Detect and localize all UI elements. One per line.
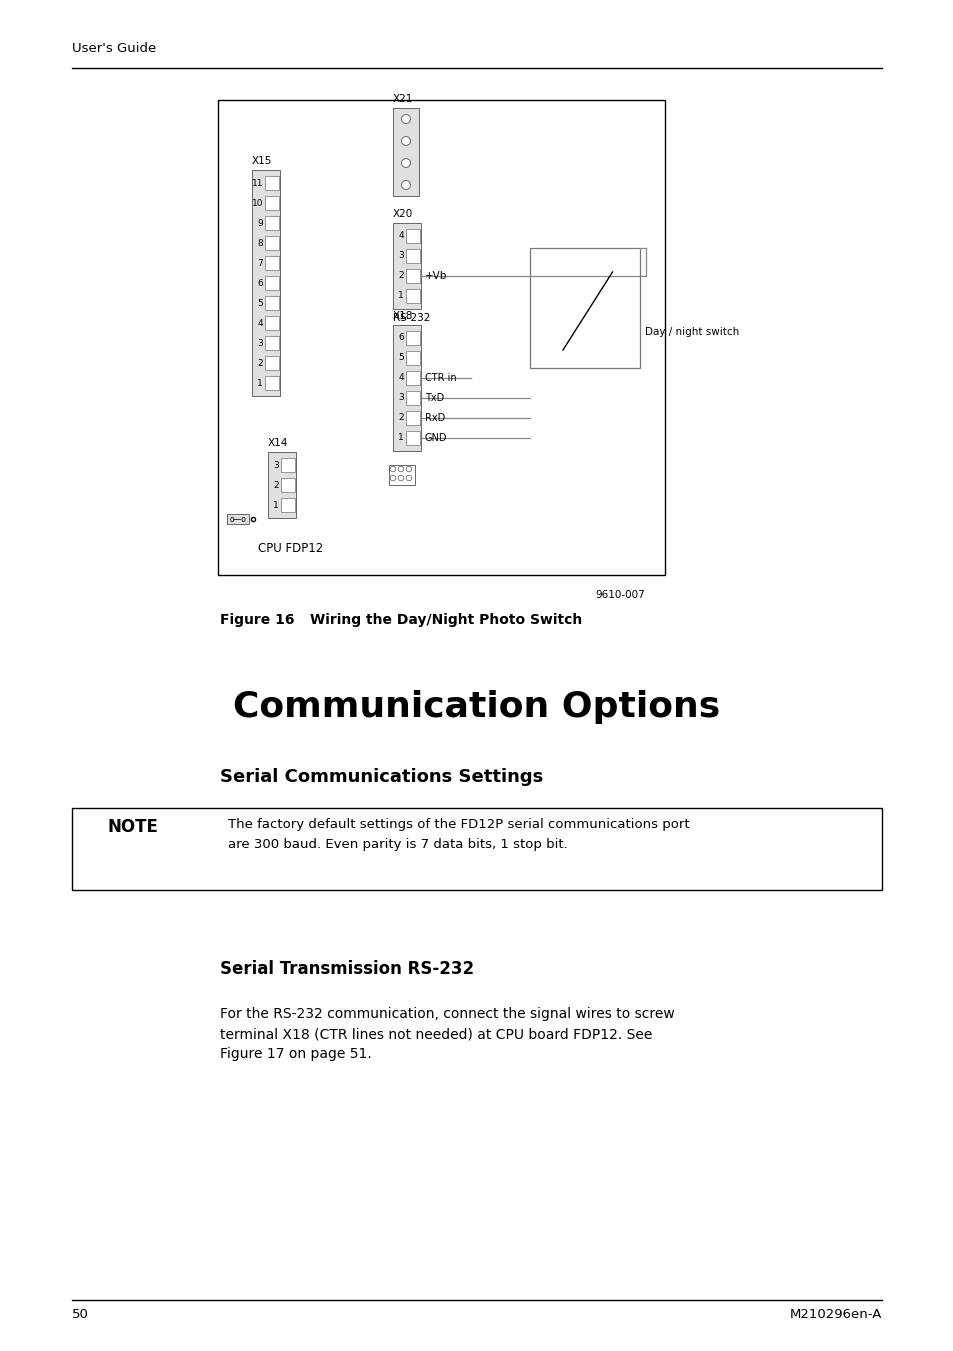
Text: 2: 2	[398, 272, 403, 281]
Bar	[268, 453, 295, 517]
Text: RxD: RxD	[424, 413, 445, 423]
Text: 1: 1	[397, 292, 403, 300]
Bar	[530, 249, 639, 367]
Circle shape	[401, 115, 410, 123]
Bar	[265, 296, 278, 309]
Text: 10: 10	[252, 199, 263, 208]
Text: M210296en-A: M210296en-A	[789, 1308, 882, 1321]
Text: 3: 3	[397, 393, 403, 403]
Text: CPU FDP12: CPU FDP12	[257, 542, 323, 555]
Text: The factory default settings of the FD12P serial communications port: The factory default settings of the FD12…	[228, 817, 689, 831]
Circle shape	[390, 466, 395, 471]
Text: TxD: TxD	[424, 393, 444, 403]
Text: o—o: o—o	[230, 515, 246, 523]
Text: Wiring the Day/Night Photo Switch: Wiring the Day/Night Photo Switch	[310, 613, 581, 627]
Bar	[406, 411, 419, 426]
Text: X21: X21	[393, 95, 413, 104]
Text: Serial Transmission RS-232: Serial Transmission RS-232	[220, 961, 474, 978]
Text: Serial Communications Settings: Serial Communications Settings	[220, 767, 542, 786]
Bar	[265, 376, 278, 390]
Text: 2: 2	[398, 413, 403, 423]
Text: 50: 50	[71, 1308, 89, 1321]
Bar	[281, 499, 294, 512]
Text: 1: 1	[273, 500, 278, 509]
Text: RS-232: RS-232	[393, 313, 430, 323]
Text: 11: 11	[252, 178, 263, 188]
Bar	[406, 269, 419, 282]
Circle shape	[401, 136, 410, 146]
Bar	[265, 357, 278, 370]
Bar	[406, 431, 419, 444]
Text: 5: 5	[257, 299, 263, 308]
Text: 2: 2	[257, 358, 263, 367]
Text: 4: 4	[257, 319, 263, 327]
Text: 2: 2	[274, 481, 278, 489]
Text: Figure 16: Figure 16	[220, 613, 294, 627]
Text: terminal X18 (CTR lines not needed) at CPU board FDP12. See: terminal X18 (CTR lines not needed) at C…	[220, 1027, 652, 1042]
Text: 9610-007: 9610-007	[595, 590, 644, 600]
Text: 8: 8	[257, 239, 263, 247]
Circle shape	[406, 466, 412, 471]
Text: +Vb: +Vb	[424, 272, 447, 281]
Bar	[393, 223, 420, 309]
Text: NOTE: NOTE	[108, 817, 159, 836]
Bar	[265, 196, 278, 209]
Text: Figure 17 on page 51.: Figure 17 on page 51.	[220, 1047, 372, 1061]
Bar	[265, 336, 278, 350]
Text: are 300 baud. Even parity is 7 data bits, 1 stop bit.: are 300 baud. Even parity is 7 data bits…	[228, 838, 567, 851]
Text: 4: 4	[398, 373, 403, 382]
Bar	[406, 249, 419, 263]
Text: X18: X18	[393, 311, 413, 322]
Text: Communication Options: Communication Options	[233, 690, 720, 724]
Bar	[281, 458, 294, 471]
Text: X20: X20	[393, 209, 413, 219]
Bar	[265, 236, 278, 250]
Text: X14: X14	[268, 438, 288, 449]
Text: GND: GND	[424, 434, 447, 443]
Circle shape	[397, 476, 403, 481]
Bar	[393, 108, 418, 196]
Text: X15: X15	[252, 155, 273, 166]
Bar	[406, 331, 419, 345]
Text: 3: 3	[257, 339, 263, 347]
Bar	[406, 230, 419, 243]
Bar	[406, 372, 419, 385]
Circle shape	[390, 476, 395, 481]
Text: 3: 3	[397, 251, 403, 261]
Bar	[265, 216, 278, 230]
Bar	[406, 390, 419, 405]
Text: 3: 3	[273, 461, 278, 470]
Bar	[265, 276, 278, 290]
Circle shape	[401, 181, 410, 189]
Text: 6: 6	[397, 334, 403, 343]
Bar	[265, 255, 278, 270]
Text: 6: 6	[257, 278, 263, 288]
Circle shape	[401, 158, 410, 168]
Text: Day / night switch: Day / night switch	[644, 327, 739, 336]
Text: 1: 1	[397, 434, 403, 443]
Circle shape	[406, 476, 412, 481]
Bar	[281, 478, 294, 492]
Text: 7: 7	[257, 258, 263, 267]
Bar	[265, 176, 278, 190]
Bar	[393, 326, 420, 451]
Text: User's Guide: User's Guide	[71, 42, 156, 55]
Bar	[265, 316, 278, 330]
Bar	[218, 100, 664, 576]
Text: 9: 9	[257, 219, 263, 227]
Text: CTR in: CTR in	[424, 373, 456, 382]
Text: 5: 5	[397, 354, 403, 362]
Circle shape	[397, 466, 403, 471]
Bar	[406, 351, 419, 365]
Text: 4: 4	[398, 231, 403, 240]
Text: 1: 1	[257, 378, 263, 388]
Bar	[252, 170, 280, 396]
Bar	[227, 513, 249, 524]
Bar	[406, 289, 419, 303]
Bar	[389, 465, 415, 485]
Text: For the RS-232 communication, connect the signal wires to screw: For the RS-232 communication, connect th…	[220, 1006, 674, 1021]
Bar	[71, 808, 882, 890]
